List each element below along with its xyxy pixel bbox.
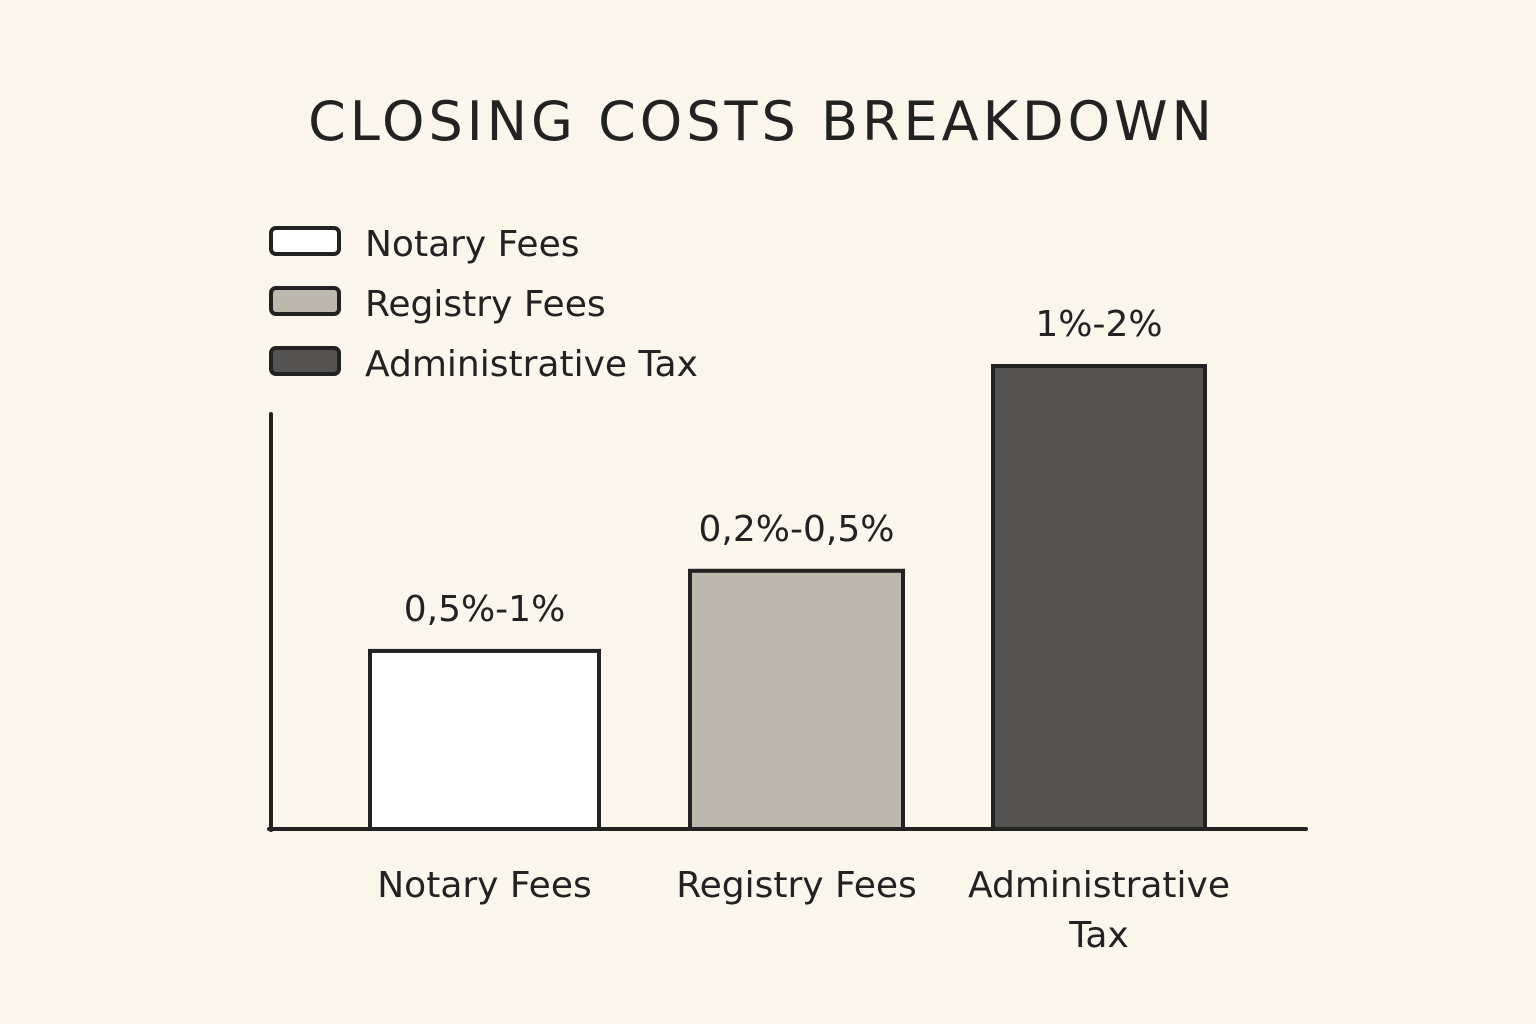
legend-label-1: Registry Fees bbox=[365, 284, 606, 325]
tick-labels: Notary Fees Registry Fees Administrative Ta… bbox=[377, 865, 1230, 956]
tick-label-0-0: Notary Fees bbox=[377, 865, 591, 906]
value-label-2: 1%-2% bbox=[1035, 304, 1162, 345]
chart-title: CLOSING COSTS BREAKDOWN bbox=[308, 90, 1216, 153]
tick-label-2-1: Tax bbox=[1068, 915, 1128, 956]
bar-0 bbox=[368, 648, 601, 832]
legend-label-2: Administrative Tax bbox=[365, 344, 698, 385]
bars bbox=[368, 364, 1207, 832]
legend-swatch-2 bbox=[269, 346, 341, 376]
legend-label-0: Notary Fees bbox=[365, 224, 579, 265]
tick-label-1-0: Registry Fees bbox=[676, 865, 917, 906]
legend-swatch-1 bbox=[269, 286, 341, 316]
tick-label-2-0: Administrative bbox=[968, 865, 1230, 906]
bar-1 bbox=[688, 568, 905, 831]
bar-2 bbox=[991, 364, 1207, 831]
value-labels: 0,5%-1% 0,2%-0,5% 1%-2% bbox=[404, 304, 1163, 630]
value-label-0: 0,5%-1% bbox=[404, 589, 566, 630]
value-label-1: 0,2%-0,5% bbox=[699, 509, 895, 550]
legend-swatch-0 bbox=[269, 226, 341, 256]
legend: Notary Fees Registry Fees Administrative T… bbox=[269, 224, 698, 385]
